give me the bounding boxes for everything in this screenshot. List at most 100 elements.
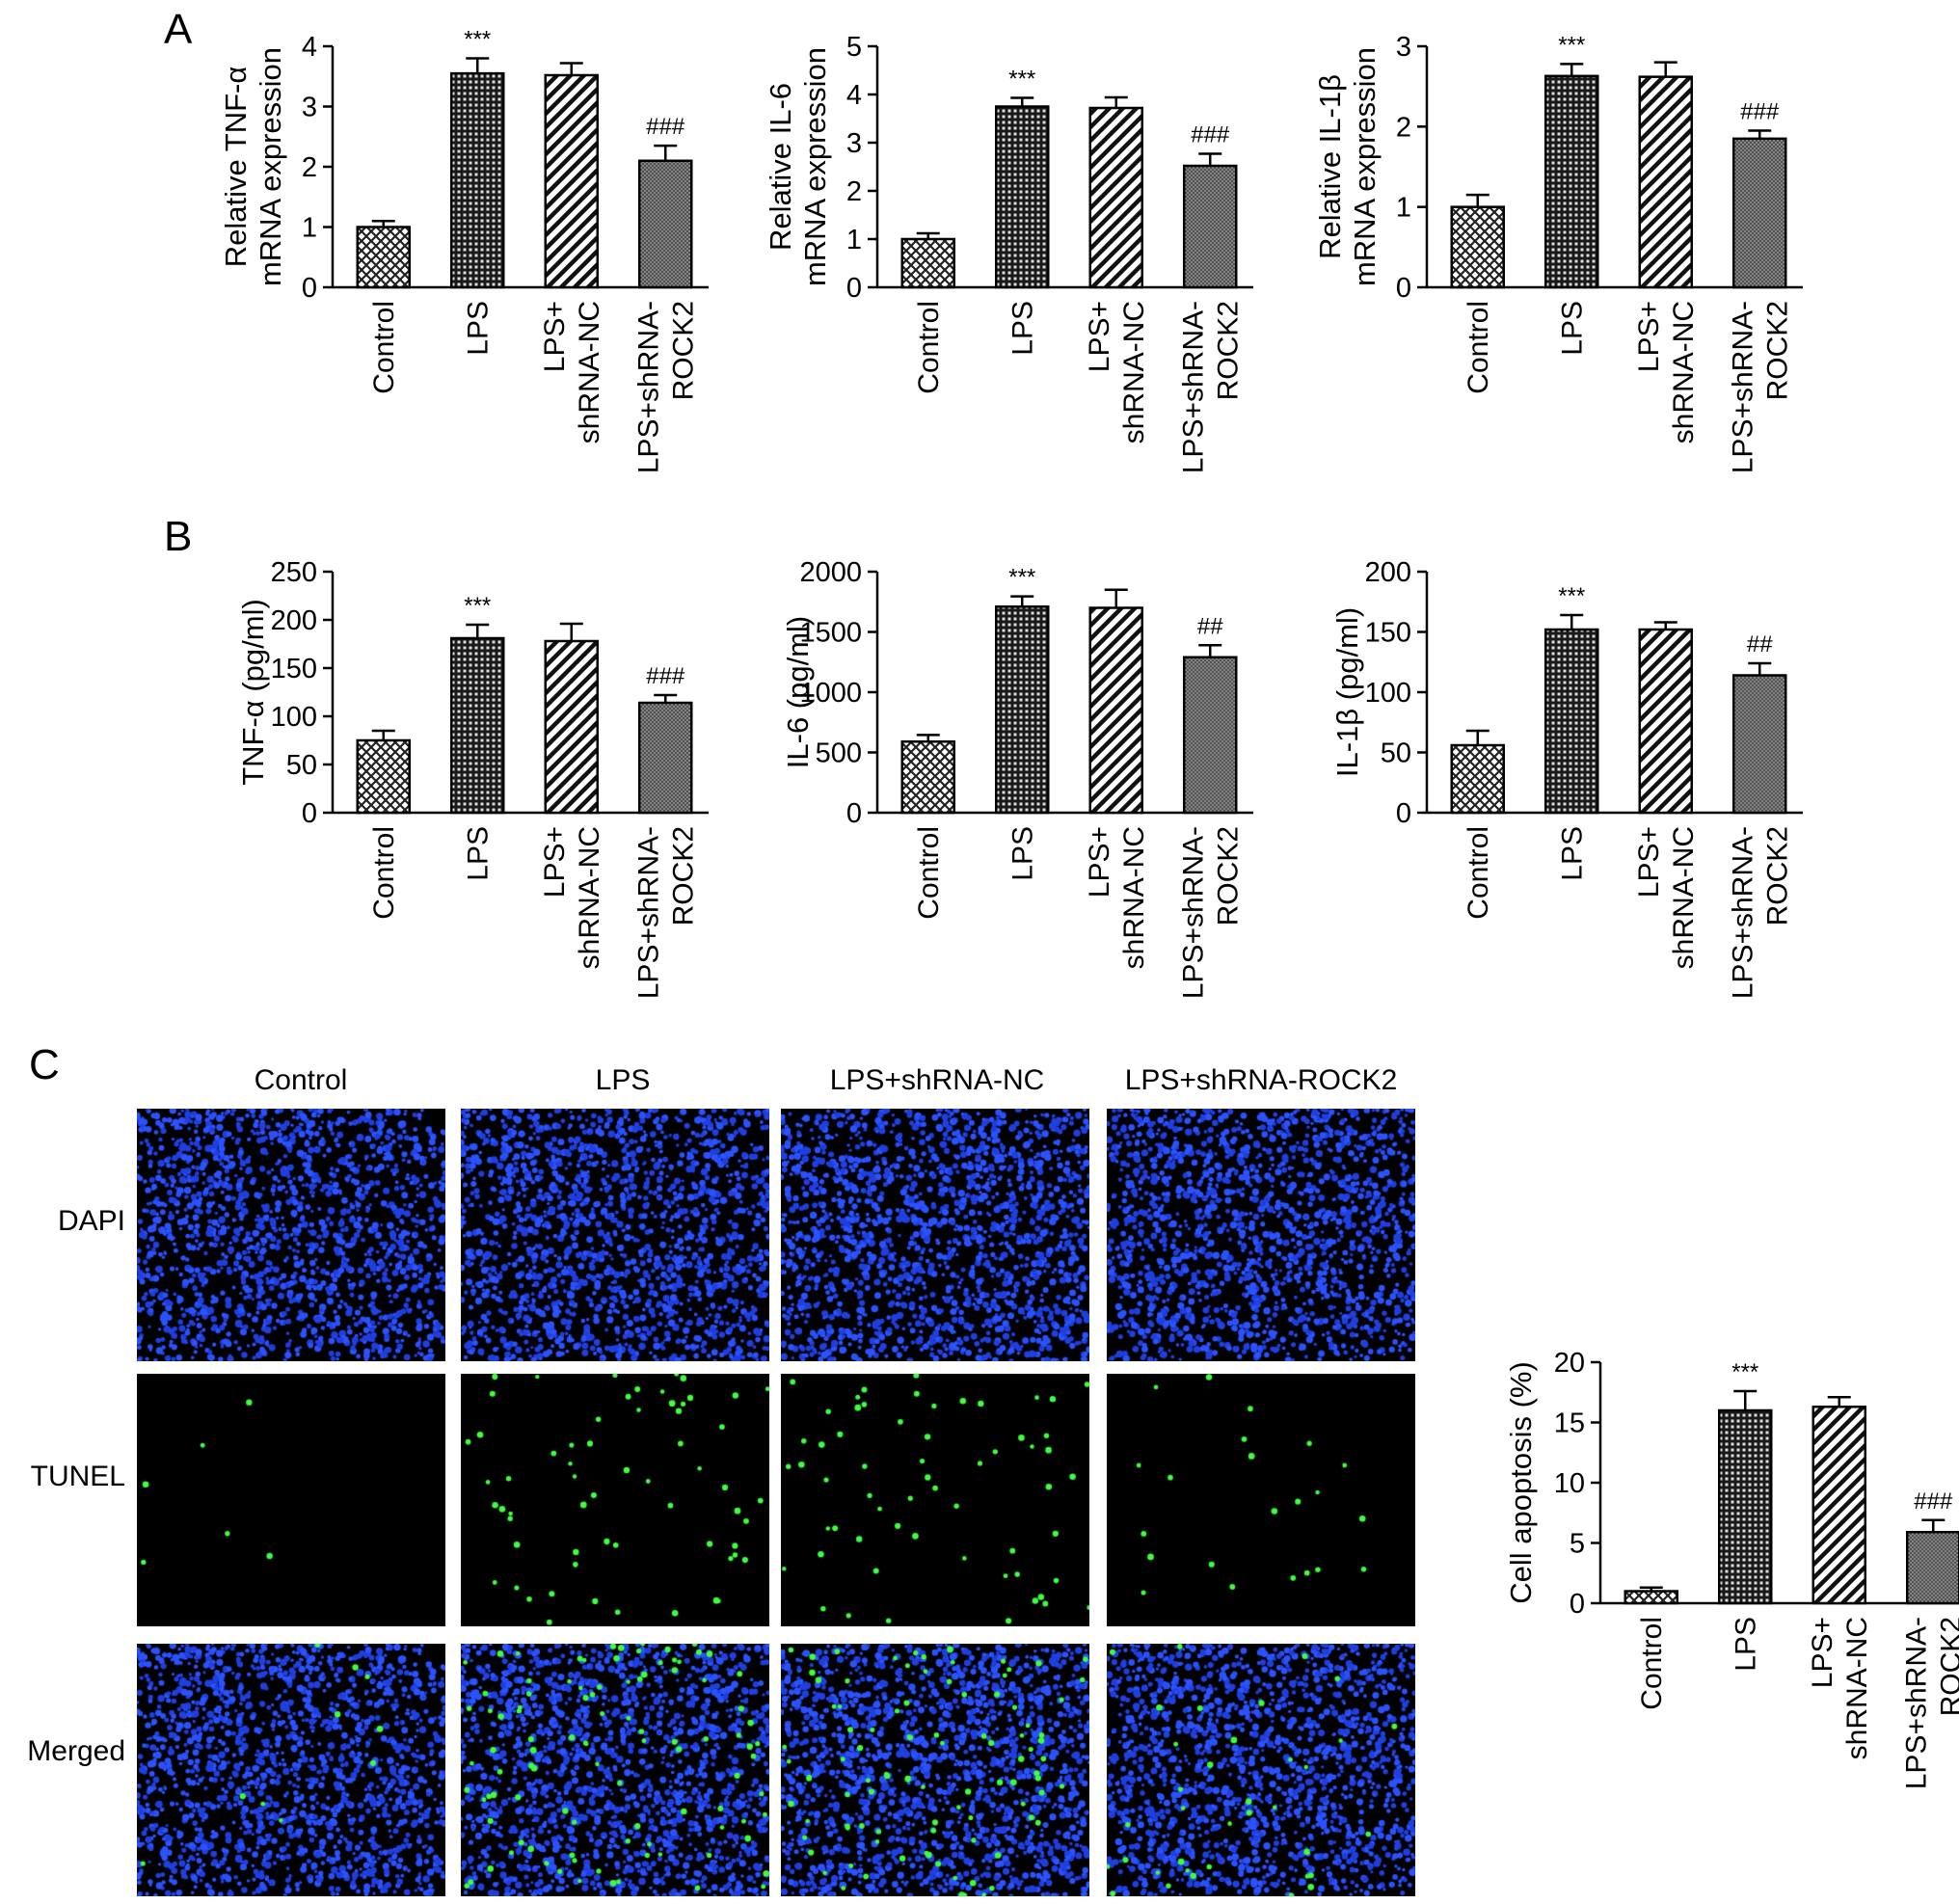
y-tick-label: 250 xyxy=(271,557,317,588)
bar-4 xyxy=(1183,656,1238,815)
chart-il6-elisa: IL-6 (pg/ml) 0 500 1000 1500 2000 Control *** LP… xyxy=(752,535,1273,1036)
significance-label: ### xyxy=(646,114,685,140)
micrograph-tunel-1 xyxy=(137,1374,445,1626)
x-tick-label: LPS+ shRNA-NC xyxy=(539,826,605,969)
bar-3 xyxy=(1088,106,1143,289)
x-tick-label: LPS xyxy=(1006,826,1038,881)
y-tick-label: 20 xyxy=(1554,1348,1585,1379)
y-axis-label: IL-1β (pg/ml) xyxy=(1330,607,1364,777)
bar-4 xyxy=(1732,674,1787,815)
x-tick-label: LPS xyxy=(462,826,494,881)
chart-il1b-mrna: Relative IL-1βmRNA expression 0 1 2 3 Control… xyxy=(1302,10,1822,511)
tnf-mrna-svg: Relative TNF-αmRNA expression 0 1 2 3 4 Contro… xyxy=(219,27,709,473)
y-tick-label: 50 xyxy=(286,750,317,781)
x-tick-label: Control xyxy=(368,301,400,394)
significance-label: *** xyxy=(1731,1359,1758,1385)
x-tick-label: LPS xyxy=(1006,301,1038,356)
apoptosis-svg: Cell apoptosis (%) 0 5 10 15 20 Control *** LPS L… xyxy=(1504,1348,1959,1789)
bar-4 xyxy=(638,701,693,815)
y-tick-label: 15 xyxy=(1554,1408,1585,1439)
significance-label: ## xyxy=(1197,613,1223,639)
y-axis-label: TNF-α (pg/ml) xyxy=(236,599,270,786)
chart-tnf-mrna: Relative TNF-αmRNA expression 0 1 2 3 4 Contro… xyxy=(207,10,728,511)
bar-3 xyxy=(544,639,599,815)
micrograph-merged-1 xyxy=(137,1644,445,1896)
chart-apoptosis: Cell apoptosis (%) 0 5 10 15 20 Control *** LPS L… xyxy=(1475,1326,1959,1827)
micrograph-merged-2 xyxy=(461,1644,769,1896)
significance-label: ### xyxy=(1191,122,1230,148)
x-tick-label: LPS xyxy=(1556,301,1588,356)
bar-3 xyxy=(1088,606,1143,815)
il6-elisa-svg: IL-6 (pg/ml) 0 500 1000 1500 2000 Control *** LP… xyxy=(781,557,1253,999)
y-tick-label: 1 xyxy=(302,213,317,244)
x-tick-label: LPS xyxy=(462,301,494,356)
y-tick-label: 0 xyxy=(1570,1589,1585,1620)
y-tick-label: 100 xyxy=(1365,678,1411,709)
x-tick-label: LPS+shRNA- ROCK2 xyxy=(632,301,699,473)
x-tick-label: LPS+ shRNA-NC xyxy=(1084,826,1150,969)
bar-1 xyxy=(1450,205,1505,289)
significance-label: *** xyxy=(1558,583,1585,609)
bar-4 xyxy=(1732,137,1787,289)
bar-1 xyxy=(900,740,955,815)
y-tick-label: 0 xyxy=(1396,273,1411,304)
col-title-lps-shrna-rock2: LPS+shRNA-ROCK2 xyxy=(1124,1064,1398,1096)
micrograph-merged-4 xyxy=(1107,1644,1415,1896)
significance-label: *** xyxy=(464,593,491,619)
x-tick-label: LPS+ shRNA-NC xyxy=(1084,301,1150,443)
x-tick-label: LPS+ shRNA-NC xyxy=(1633,826,1700,969)
x-tick-label: Control xyxy=(1636,1617,1668,1710)
col-title-lps-shrna-nc: LPS+shRNA-NC xyxy=(829,1064,1045,1096)
row-label-dapi: DAPI xyxy=(57,1205,125,1237)
chart-il6-mrna: Relative IL-6mRNA expression 0 1 2 3 4 5 Contro… xyxy=(752,10,1273,511)
y-tick-label: 2 xyxy=(302,152,317,183)
x-tick-label: Control xyxy=(368,826,400,920)
il1b-mrna-svg: Relative IL-1βmRNA expression 0 1 2 3 Control… xyxy=(1313,32,1803,473)
y-tick-label: 2000 xyxy=(799,557,862,588)
chart-il1b-elisa: IL-1β (pg/ml) 0 50 100 150 200 Control *** LPS LP… xyxy=(1302,535,1822,1036)
x-tick-label: Control xyxy=(1463,826,1494,920)
y-tick-label: 2 xyxy=(846,176,862,207)
bar-4 xyxy=(638,159,693,289)
y-tick-label: 0 xyxy=(846,273,862,304)
x-tick-label: LPS+shRNA- ROCK2 xyxy=(1177,301,1244,473)
x-tick-label: LPS+ shRNA-NC xyxy=(1807,1617,1873,1759)
bar-1 xyxy=(1450,743,1505,815)
x-tick-label: Control xyxy=(913,826,945,920)
y-tick-label: 1 xyxy=(1396,193,1411,224)
bar-3 xyxy=(1638,75,1693,289)
y-tick-label: 5 xyxy=(1570,1529,1585,1560)
x-tick-label: LPS+shRNA- ROCK2 xyxy=(1727,826,1793,999)
significance-label: *** xyxy=(1008,67,1035,93)
bar-1 xyxy=(900,237,955,289)
micrograph-tunel-3 xyxy=(781,1374,1089,1626)
row-label-tunel: TUNEL xyxy=(30,1461,125,1492)
y-axis-label: IL-6 (pg/ml) xyxy=(781,616,815,768)
y-axis-label: Cell apoptosis (%) xyxy=(1504,1361,1538,1604)
micrograph-tunel-4 xyxy=(1107,1374,1415,1626)
y-tick-label: 0 xyxy=(302,798,317,829)
y-tick-label: 150 xyxy=(271,654,317,684)
y-tick-label: 3 xyxy=(846,128,862,159)
y-tick-label: 3 xyxy=(1396,32,1411,63)
y-tick-label: 500 xyxy=(816,738,862,769)
x-tick-label: LPS+shRNA- ROCK2 xyxy=(1727,301,1793,473)
bar-4 xyxy=(1906,1531,1959,1605)
bar-2 xyxy=(995,605,1050,815)
y-tick-label: 150 xyxy=(1365,618,1411,649)
y-tick-label: 4 xyxy=(302,32,317,63)
significance-label: *** xyxy=(1008,565,1035,591)
y-tick-label: 2 xyxy=(1396,112,1411,143)
x-tick-label: LPS+shRNA- ROCK2 xyxy=(632,826,699,999)
y-tick-label: 1000 xyxy=(799,678,862,709)
y-tick-label: 50 xyxy=(1381,738,1411,769)
significance-label: *** xyxy=(464,27,491,53)
micrograph-dapi-3 xyxy=(781,1109,1089,1361)
bar-3 xyxy=(544,73,599,289)
significance-label: ### xyxy=(1914,1488,1953,1515)
y-tick-label: 5 xyxy=(846,32,862,63)
x-tick-label: LPS+ shRNA-NC xyxy=(1633,301,1700,443)
y-tick-label: 1 xyxy=(846,225,862,255)
col-title-control: Control xyxy=(254,1064,348,1096)
col-title-lps: LPS xyxy=(595,1064,651,1096)
